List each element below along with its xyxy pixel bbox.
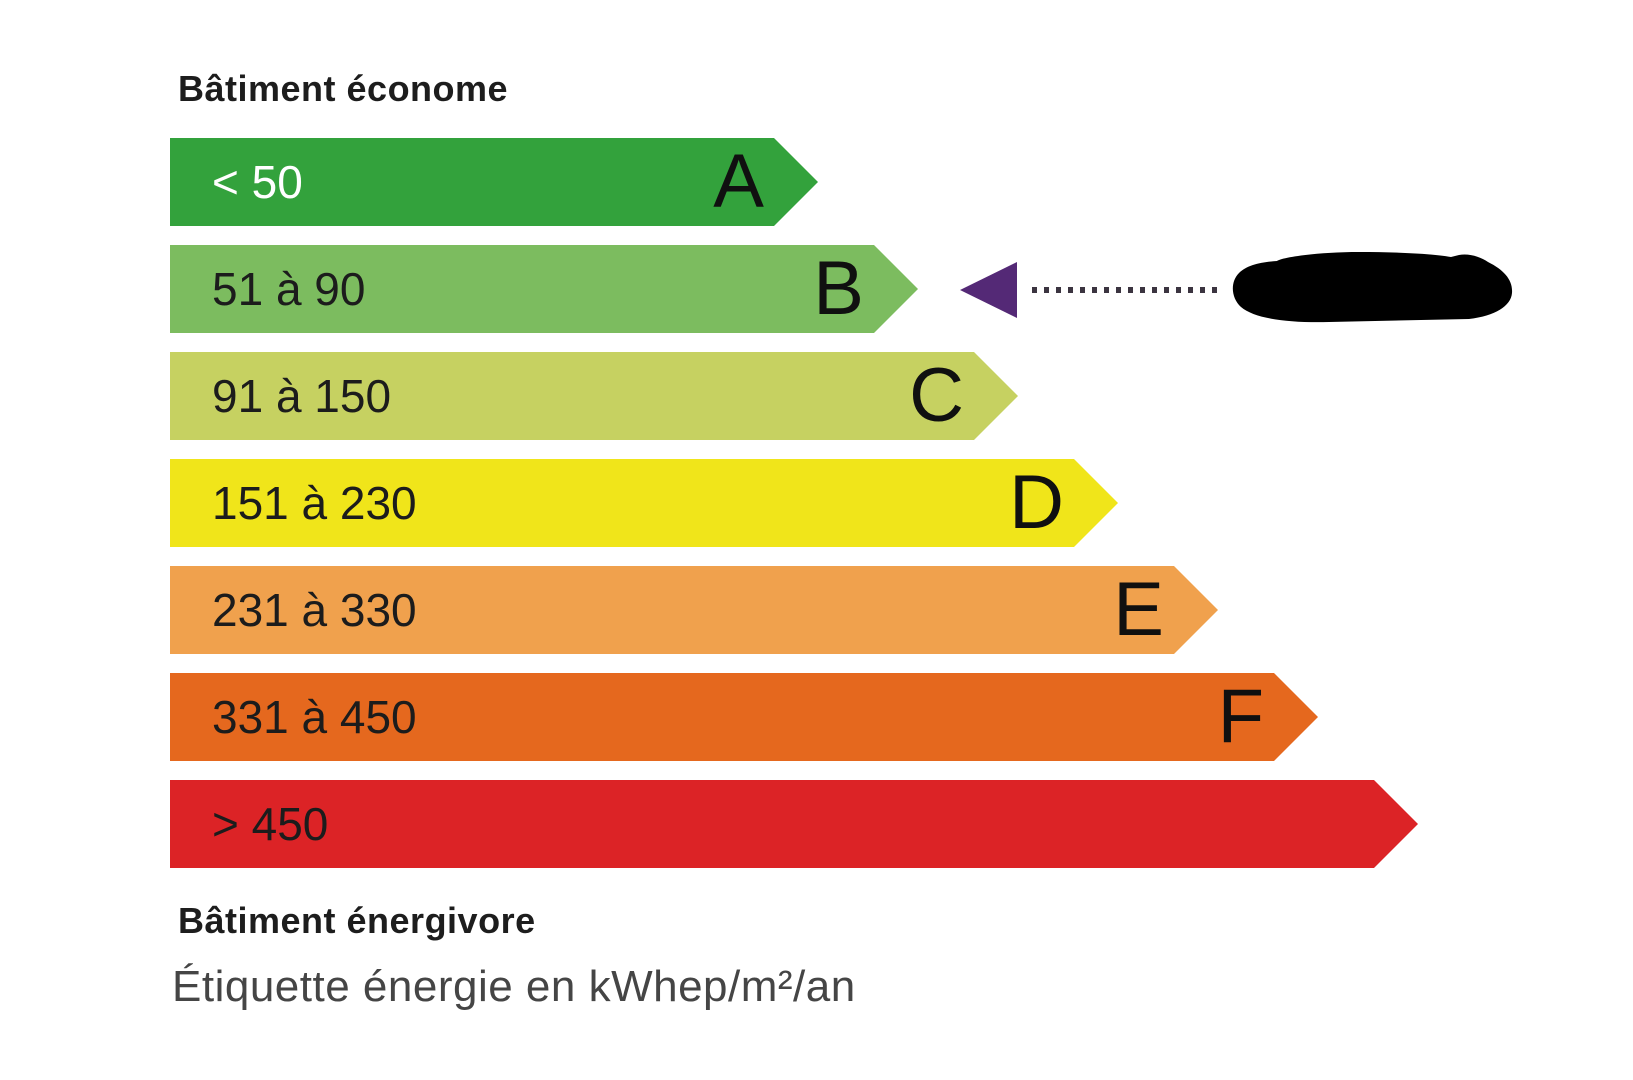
range-label-a: < 50: [212, 156, 303, 208]
energy-scale-caption: Étiquette énergie en kWhep/m²/an: [172, 962, 856, 1011]
class-letter-f: F: [1217, 674, 1264, 759]
class-letter-a: A: [713, 139, 764, 224]
indicator-arrow-icon: [960, 262, 1017, 318]
energy-class-bar-a: < 50 A: [170, 138, 818, 226]
range-label-d: 151 à 230: [212, 477, 417, 529]
range-label-e: 231 à 330: [212, 584, 417, 636]
range-label-g: > 450: [212, 798, 329, 850]
range-label-b: 51 à 90: [212, 263, 366, 315]
class-letter-b: B: [813, 246, 864, 331]
redacted-value-blob: [1232, 252, 1513, 323]
energy-class-bar-c: 91 à 150 C: [170, 352, 1018, 440]
energy-class-bar-b: 51 à 90 B: [170, 245, 918, 333]
energy-class-bar-g: > 450: [170, 780, 1418, 868]
indicator-dotted-line: [1032, 287, 1220, 293]
energy-class-bar-f: 331 à 450 F: [170, 673, 1318, 761]
class-letter-c: C: [909, 353, 964, 438]
energy-hungry-building-label: Bâtiment énergivore: [178, 900, 536, 941]
economical-building-label: Bâtiment économe: [178, 68, 509, 109]
energy-class-bar-d: 151 à 230 D: [170, 459, 1118, 547]
energy-class-bar-e: 231 à 330 E: [170, 566, 1218, 654]
class-letter-d: D: [1009, 460, 1064, 545]
class-letter-e: E: [1113, 567, 1164, 652]
range-label-f: 331 à 450: [212, 691, 417, 743]
range-label-c: 91 à 150: [212, 370, 392, 422]
